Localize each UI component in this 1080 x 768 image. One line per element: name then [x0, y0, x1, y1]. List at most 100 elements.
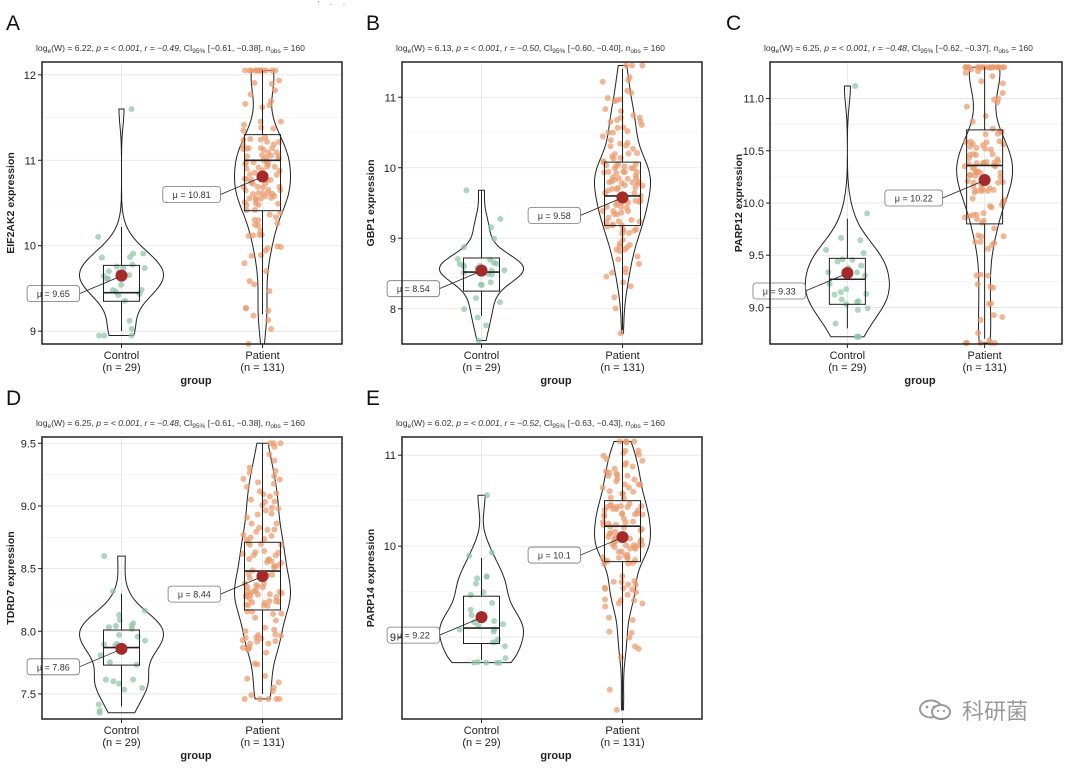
data-point — [105, 624, 112, 631]
plot-area — [42, 437, 342, 719]
data-point — [605, 520, 612, 527]
data-point — [266, 591, 273, 598]
n-label: n — [265, 418, 271, 428]
data-point — [602, 603, 609, 610]
mean-label-box — [162, 186, 221, 203]
x-tick-count: (n = 131) — [600, 737, 644, 749]
data-point — [638, 502, 645, 509]
y-tick-label: 7.5 — [21, 689, 36, 701]
data-point — [636, 218, 643, 225]
data-point — [618, 209, 625, 216]
data-point — [978, 219, 985, 226]
data-point — [101, 641, 108, 648]
y-tick-label: 9 — [390, 233, 396, 245]
n-sub: obs — [998, 48, 1009, 55]
data-point — [962, 64, 969, 71]
data-point — [116, 631, 123, 638]
data-point — [472, 580, 479, 587]
data-point — [96, 332, 103, 339]
data-point — [825, 269, 832, 276]
data-point — [624, 472, 631, 479]
log-label: log — [396, 43, 408, 53]
y-tick-label: 11.0 — [743, 94, 764, 106]
data-point — [602, 190, 609, 197]
data-point — [265, 149, 272, 156]
data-point — [126, 272, 133, 279]
data-point — [128, 625, 135, 632]
data-point — [262, 507, 269, 514]
data-point — [619, 511, 625, 518]
data-point — [251, 79, 258, 86]
data-point — [823, 246, 830, 253]
data-point — [273, 520, 280, 527]
data-point — [615, 554, 622, 561]
mean-label-leader — [439, 618, 478, 636]
data-point — [609, 221, 616, 228]
data-point — [996, 138, 1003, 145]
data-point — [627, 535, 634, 542]
p-value: p = < 0.001 — [96, 418, 140, 428]
data-point — [639, 600, 646, 607]
data-point — [990, 186, 997, 193]
mean-label: μ = 9.33 — [763, 286, 796, 296]
data-point — [614, 472, 621, 479]
mean-marker — [256, 170, 269, 183]
watermark: 科研菌 — [916, 694, 1028, 726]
data-point — [268, 510, 275, 517]
data-point — [602, 468, 609, 475]
data-point — [631, 597, 638, 604]
stats-subtitle: loge(W) = 6.25, p = < 0.001, r = −0.48, … — [764, 43, 1033, 55]
data-point — [602, 106, 609, 113]
data-point — [463, 187, 470, 194]
data-point — [627, 283, 634, 290]
log-base: e — [47, 423, 52, 430]
data-point — [620, 228, 627, 235]
data-point — [982, 131, 989, 138]
y-tick-label: 10.5 — [743, 146, 764, 158]
data-point — [460, 244, 467, 251]
data-point — [605, 614, 612, 621]
ci-level: 95% — [552, 423, 566, 430]
x-tick-label: Patient — [245, 350, 279, 362]
data-point — [261, 498, 268, 505]
data-point — [248, 520, 255, 527]
data-point — [120, 264, 127, 271]
data-point — [624, 139, 631, 146]
data-point — [491, 235, 498, 242]
data-point — [272, 638, 279, 645]
data-point — [254, 511, 261, 518]
data-point — [275, 505, 282, 512]
data-point — [602, 585, 609, 592]
data-point — [623, 62, 630, 69]
data-point — [252, 614, 259, 621]
data-point — [263, 268, 270, 275]
violin-control — [438, 494, 525, 664]
data-point — [268, 98, 275, 105]
data-point — [266, 211, 273, 218]
data-point — [832, 320, 839, 327]
data-point — [967, 143, 974, 150]
data-point — [611, 465, 618, 472]
data-point — [605, 168, 612, 175]
data-point — [277, 118, 284, 125]
x-axis-label: group — [540, 375, 571, 387]
violin-patient — [594, 65, 651, 334]
data-point — [256, 695, 263, 702]
data-point — [265, 640, 272, 647]
x-tick-label: Patient — [245, 725, 279, 737]
data-point — [854, 269, 861, 276]
data-point — [621, 163, 628, 170]
data-point — [250, 312, 257, 319]
data-point — [110, 678, 117, 685]
data-point — [636, 114, 643, 121]
data-point — [605, 129, 612, 136]
data-point — [271, 526, 278, 533]
y-tick-label: 11 — [385, 450, 396, 462]
violin-control — [438, 189, 525, 341]
data-point — [113, 263, 120, 270]
data-point — [977, 316, 984, 323]
data-point — [128, 325, 135, 332]
data-point — [628, 216, 635, 223]
